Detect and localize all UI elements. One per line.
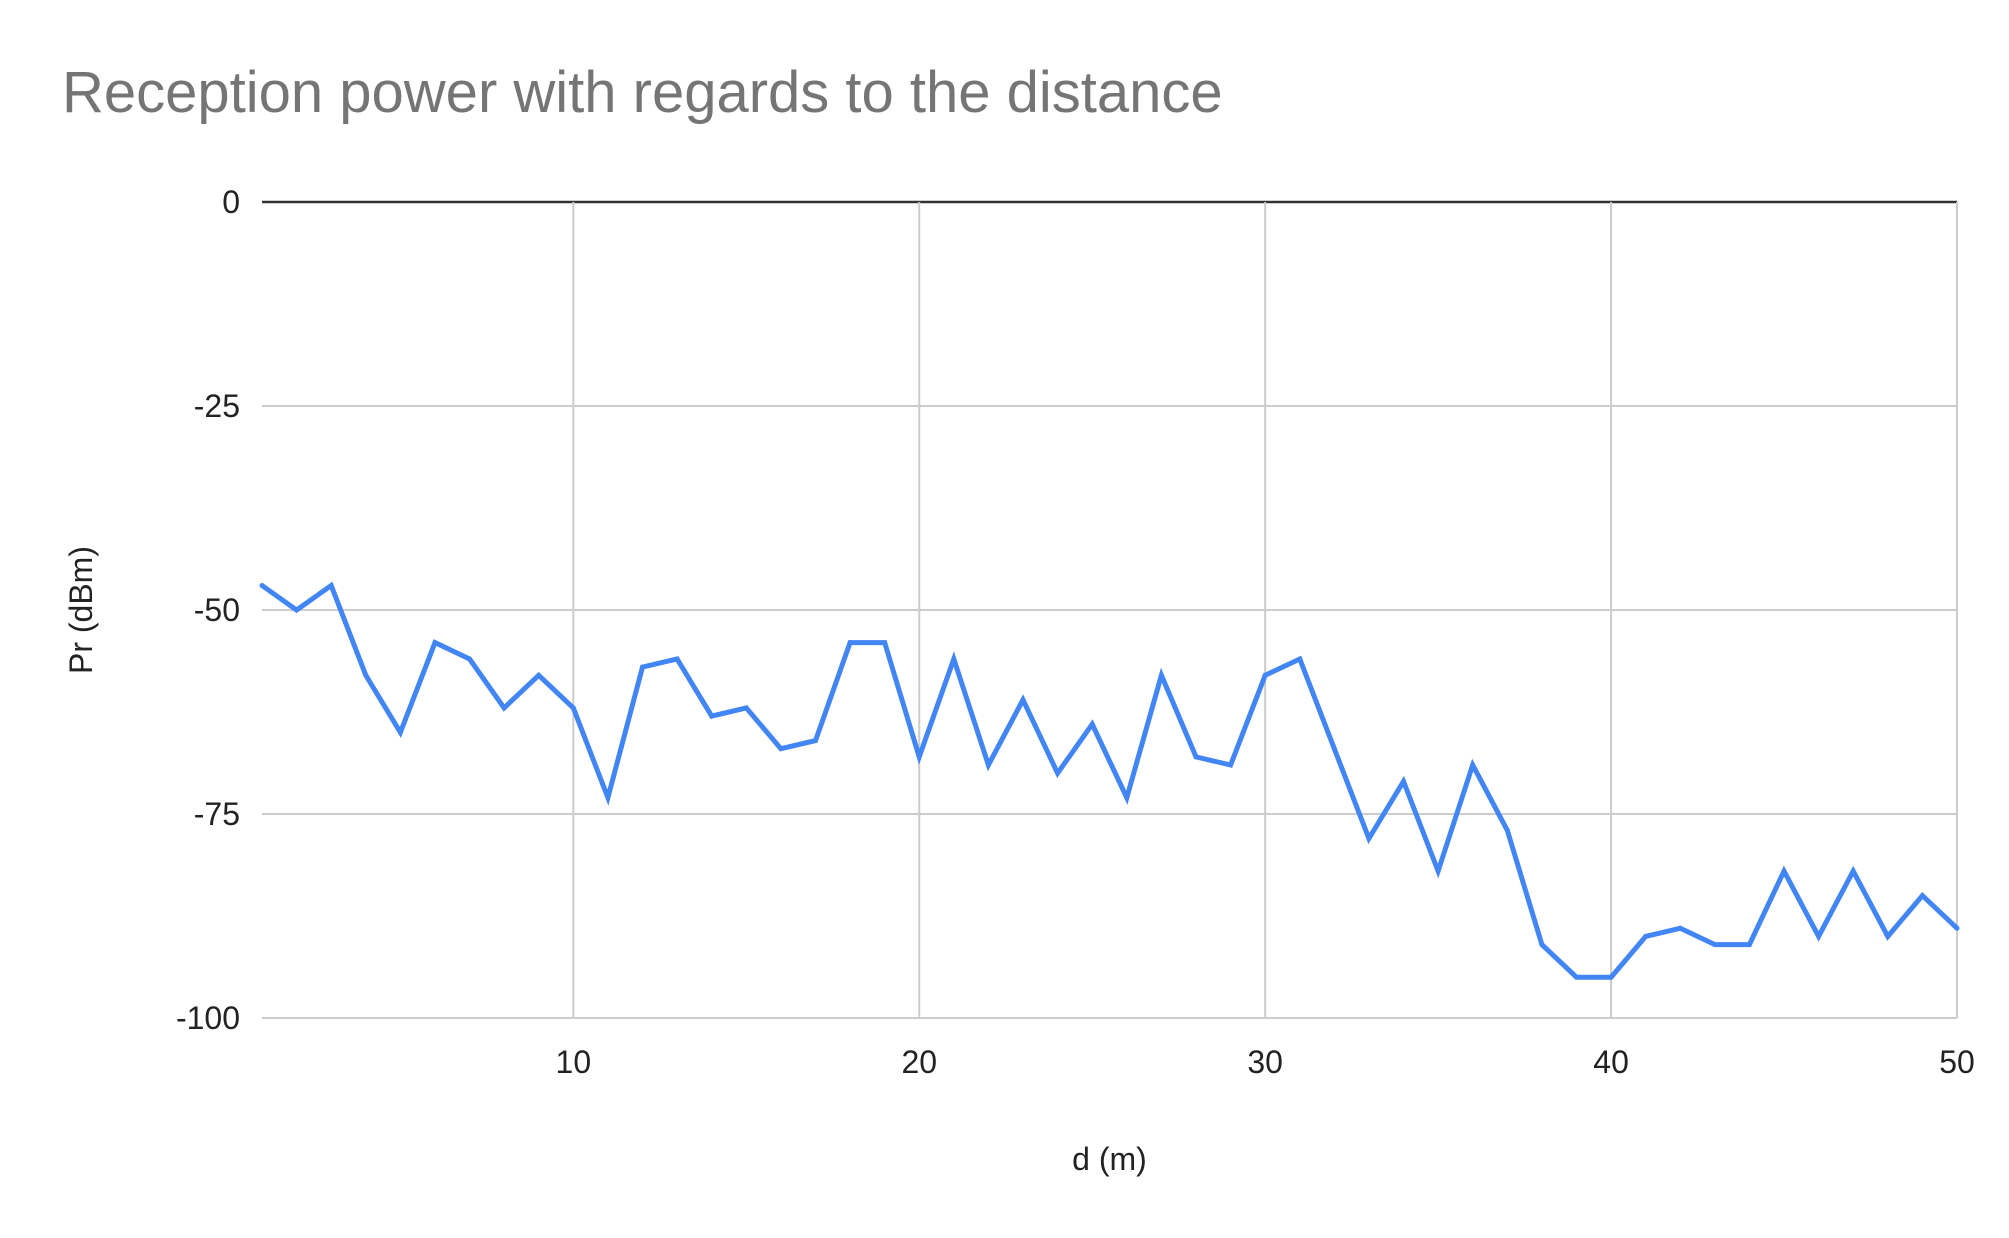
data-point	[363, 672, 369, 678]
x-tick-label: 10	[556, 1044, 592, 1080]
data-point	[1366, 835, 1372, 841]
data-point	[882, 640, 888, 646]
data-point	[743, 705, 749, 711]
data-point	[1435, 868, 1441, 874]
data-point	[985, 762, 991, 768]
data-point	[1089, 721, 1095, 727]
chart-title: Reception power with regards to the dist…	[62, 60, 1223, 125]
data-point	[1954, 925, 1960, 931]
data-point	[328, 583, 334, 589]
x-tick-label: 40	[1593, 1044, 1629, 1080]
data-point	[294, 607, 300, 613]
data-point	[709, 713, 715, 719]
data-point	[1539, 942, 1545, 948]
data-point	[467, 656, 473, 662]
data-point	[1712, 942, 1718, 948]
data-point	[1297, 656, 1303, 662]
data-point	[847, 640, 853, 646]
y-tick-label: -100	[176, 1000, 240, 1036]
y-tick-label: -75	[194, 796, 240, 832]
data-point	[1470, 762, 1476, 768]
y-axis-tick-labels: 0 -25 -50 -75 -100	[176, 184, 240, 1036]
data-point	[1919, 893, 1925, 899]
data-point	[536, 672, 542, 678]
data-point	[1816, 933, 1822, 939]
data-point	[1262, 672, 1268, 678]
x-axis-tick-labels: 10 20 30 40 50	[556, 1044, 1975, 1080]
data-point	[1055, 770, 1061, 776]
x-axis-title: d (m)	[1072, 1141, 1147, 1177]
data-point	[1158, 672, 1164, 678]
y-tick-label: -25	[194, 388, 240, 424]
y-axis-title: Pr (dBm)	[63, 546, 99, 674]
y-tick-label: 0	[222, 184, 240, 220]
data-point	[1746, 942, 1752, 948]
y-tick-label: -50	[194, 592, 240, 628]
data-point	[1643, 933, 1649, 939]
data-point	[951, 656, 957, 662]
data-point	[570, 705, 576, 711]
data-point	[1504, 827, 1510, 833]
data-point	[1573, 974, 1579, 980]
data-point	[501, 705, 507, 711]
data-point	[1401, 778, 1407, 784]
data-point	[259, 583, 265, 589]
data-point	[605, 795, 611, 801]
data-point	[432, 640, 438, 646]
x-tick-label: 20	[901, 1044, 937, 1080]
data-point	[1850, 868, 1856, 874]
x-tick-label: 50	[1939, 1044, 1975, 1080]
data-point	[1124, 795, 1130, 801]
series-line	[260, 581, 1959, 980]
data-point	[1677, 925, 1683, 931]
data-point	[1885, 933, 1891, 939]
gridlines	[262, 200, 1958, 1019]
data-point	[812, 738, 818, 744]
data-point	[916, 754, 922, 760]
data-point	[640, 664, 646, 670]
data-point	[1608, 974, 1614, 980]
x-tick-label: 30	[1247, 1044, 1283, 1080]
data-point	[1193, 754, 1199, 760]
data-point	[397, 729, 403, 735]
data-point	[1331, 746, 1337, 752]
data-point	[1228, 762, 1234, 768]
data-point	[674, 656, 680, 662]
data-point	[778, 746, 784, 752]
data-point	[1020, 697, 1026, 703]
data-point	[1781, 868, 1787, 874]
series-layer	[259, 581, 1960, 980]
